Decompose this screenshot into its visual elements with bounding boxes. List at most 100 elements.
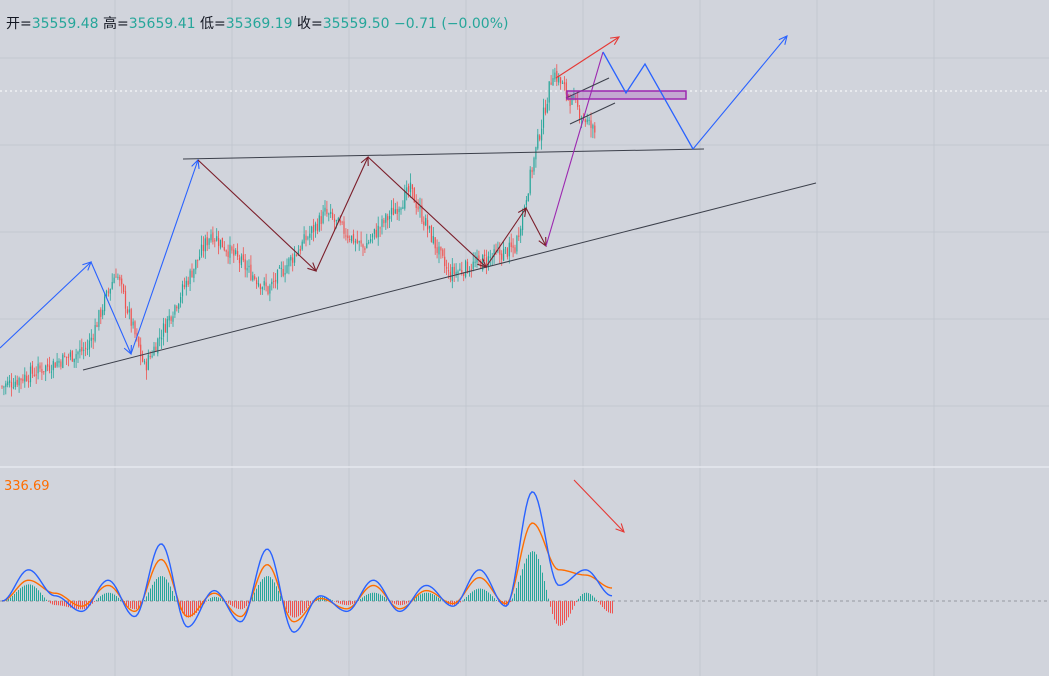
macd-histogram-bar bbox=[418, 595, 419, 601]
macd-histogram-bar bbox=[524, 563, 525, 601]
candle-body bbox=[104, 296, 106, 312]
candle-body bbox=[278, 267, 280, 269]
macd-histogram-bar bbox=[114, 594, 115, 601]
candle-body bbox=[52, 360, 54, 371]
macd-histogram-bar bbox=[246, 601, 247, 607]
macd-histogram-bar bbox=[190, 601, 191, 618]
candle-body bbox=[537, 134, 539, 149]
candle-body bbox=[503, 248, 505, 261]
candle-body bbox=[565, 82, 567, 95]
candle-body bbox=[523, 206, 526, 210]
macd-histogram-bar bbox=[220, 598, 221, 601]
macd-histogram-bar bbox=[188, 601, 189, 618]
candle-body bbox=[172, 316, 174, 322]
macd-histogram-bar bbox=[144, 600, 145, 601]
candle-body bbox=[128, 309, 130, 313]
candle-body bbox=[69, 352, 71, 357]
macd-histogram-bar bbox=[40, 592, 41, 601]
macd-histogram-bar bbox=[492, 596, 493, 601]
candle-body bbox=[161, 337, 163, 340]
macd-histogram-bar bbox=[210, 598, 211, 601]
candle-body bbox=[88, 340, 90, 350]
candle-body bbox=[408, 186, 410, 192]
macd-histogram-bar bbox=[108, 592, 109, 601]
macd-histogram-bar bbox=[400, 601, 401, 606]
candle-body bbox=[546, 103, 548, 113]
candle-body bbox=[261, 287, 263, 290]
candle-body bbox=[470, 269, 472, 271]
candle-body bbox=[377, 225, 379, 238]
candle-body bbox=[71, 350, 73, 362]
candle-body bbox=[288, 258, 290, 267]
macd-histogram-bar bbox=[236, 601, 237, 609]
candle-body bbox=[233, 249, 235, 256]
candle-body bbox=[373, 228, 375, 234]
candle-body bbox=[520, 228, 522, 236]
macd-histogram-bar bbox=[368, 593, 369, 601]
candle-body bbox=[58, 360, 60, 363]
candle-body bbox=[436, 247, 438, 253]
candle-body bbox=[430, 225, 432, 243]
wave-arrow-4 bbox=[197, 159, 317, 272]
macd-divergence-arrow bbox=[573, 479, 625, 533]
candle-body bbox=[314, 223, 317, 231]
candle-body bbox=[466, 261, 469, 274]
macd-histogram-bar bbox=[540, 565, 541, 601]
macd-histogram-bar bbox=[560, 601, 561, 626]
macd-histogram-bar bbox=[378, 593, 379, 601]
candle-body bbox=[419, 206, 421, 209]
candle-body bbox=[191, 270, 193, 278]
macd-histogram-bar bbox=[286, 601, 287, 610]
candle-body bbox=[143, 361, 146, 363]
macd-histogram-bar bbox=[488, 592, 489, 601]
candle-body bbox=[269, 285, 271, 294]
macd-histogram-bar bbox=[590, 594, 591, 601]
candle-body bbox=[563, 82, 565, 85]
candle-body bbox=[223, 246, 225, 251]
macd-histogram-bar bbox=[424, 592, 425, 601]
candle-body bbox=[451, 267, 453, 281]
candle-body bbox=[556, 70, 558, 82]
candle-body bbox=[548, 81, 550, 103]
macd-histogram-bar bbox=[62, 601, 63, 606]
macd-histogram-bar bbox=[102, 594, 103, 601]
macd-histogram-bar bbox=[394, 601, 395, 604]
candle-body bbox=[541, 128, 543, 141]
macd-histogram-bar bbox=[364, 596, 365, 601]
candle-body bbox=[77, 351, 79, 355]
candle-body bbox=[320, 216, 322, 224]
macd-histogram-bar bbox=[536, 554, 537, 601]
candle-body bbox=[476, 256, 478, 263]
candle-body bbox=[111, 281, 113, 289]
macd-histogram-bar bbox=[366, 594, 367, 601]
high-label: 高= bbox=[103, 16, 129, 32]
macd-histogram-bar bbox=[386, 598, 387, 601]
macd-histogram-bar bbox=[242, 601, 243, 610]
candle-body bbox=[463, 273, 465, 277]
candle-body bbox=[275, 279, 277, 282]
macd-histogram-bar bbox=[554, 601, 555, 620]
macd-histogram-bar bbox=[266, 576, 267, 601]
macd-histogram-bar bbox=[542, 572, 543, 601]
candle-body bbox=[168, 315, 170, 321]
macd-histogram-bar bbox=[262, 579, 263, 601]
candle-body bbox=[14, 381, 16, 388]
candle-body bbox=[379, 227, 381, 229]
projection-path bbox=[602, 51, 694, 150]
macd-histogram-bar bbox=[42, 595, 43, 601]
candle-body bbox=[586, 119, 588, 123]
candle-body bbox=[341, 221, 343, 223]
macd-histogram-bar bbox=[132, 601, 133, 609]
change-value: −0.71 (−0.00%) bbox=[394, 16, 509, 32]
candle-body bbox=[151, 355, 153, 357]
macd-histogram-bar bbox=[54, 601, 55, 606]
candle-body bbox=[297, 250, 299, 256]
macd-histogram-bar bbox=[404, 601, 405, 605]
macd-histogram-bar bbox=[478, 588, 479, 601]
macd-histogram-bar bbox=[568, 601, 569, 618]
candle-body bbox=[305, 235, 307, 241]
candle-body bbox=[449, 271, 451, 280]
candle-body bbox=[22, 378, 24, 382]
macd-histogram-bar bbox=[112, 593, 113, 601]
